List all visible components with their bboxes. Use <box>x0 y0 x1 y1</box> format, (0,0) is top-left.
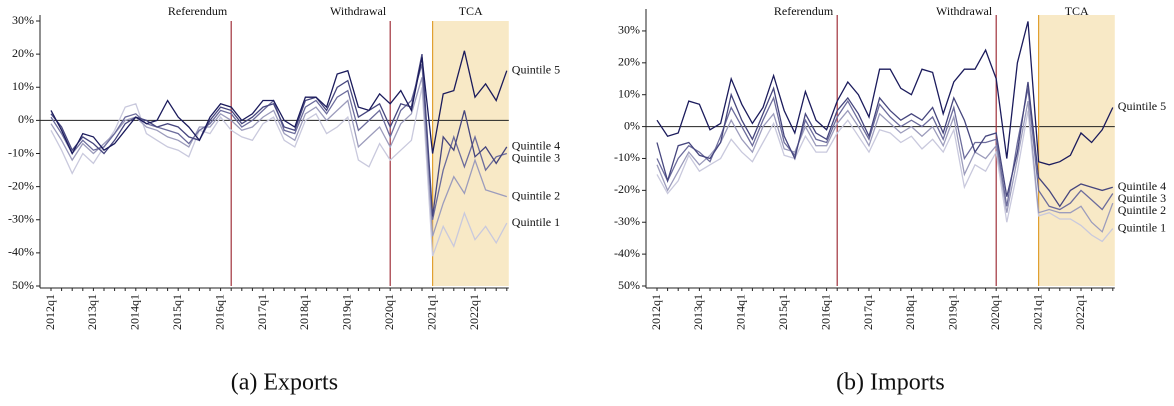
event-shade <box>1038 15 1115 286</box>
series-line <box>50 50 508 155</box>
legend-label: Quintile 1 <box>1118 220 1166 234</box>
series-line <box>50 77 507 237</box>
y-tick-label: 20% <box>618 55 640 69</box>
x-tick-label: 2020q1 <box>382 294 396 330</box>
x-tick-label: 2016q1 <box>212 294 226 330</box>
legend-label: Quintile 1 <box>512 215 560 229</box>
y-tick-label: 10% <box>12 79 34 93</box>
legend-label: Quintile 3 <box>512 151 560 165</box>
series-line <box>656 88 1114 211</box>
x-tick-label: 2012q1 <box>43 294 57 330</box>
x-tick-label: 2019q1 <box>946 294 960 330</box>
series-line <box>50 87 508 257</box>
legend-label: Quintile 5 <box>1118 99 1166 113</box>
x-tick-label: 2021q1 <box>424 294 438 330</box>
legend-label: Quintile 4 <box>1118 179 1166 193</box>
legend-label: Quintile 5 <box>512 62 560 76</box>
legend-label: Quintile 2 <box>512 188 560 202</box>
event-label: Withdrawal <box>936 4 993 18</box>
y-tick-label: 50% <box>12 278 34 292</box>
y-tick-label: 10% <box>618 86 640 100</box>
event-label: TCA <box>1065 4 1089 18</box>
x-tick-label: 2012q1 <box>649 294 663 330</box>
caption: (b) Imports <box>836 370 945 396</box>
y-tick-label: -30% <box>614 214 640 228</box>
legend-label: Quintile 2 <box>1118 203 1166 217</box>
series-line <box>656 100 1114 233</box>
x-tick-label: 2018q1 <box>297 294 311 330</box>
y-tick-label: -30% <box>8 212 34 226</box>
y-tick-label: -10% <box>614 150 640 164</box>
x-tick-label: 2015q1 <box>776 294 790 330</box>
x-tick-label: 2018q1 <box>903 294 917 330</box>
event-shade <box>432 21 509 286</box>
x-tick-label: 2022q1 <box>1073 294 1087 330</box>
series-line <box>50 53 508 217</box>
series-line <box>656 21 1114 166</box>
y-tick-label: 0% <box>624 118 640 132</box>
x-tick-label: 2014q1 <box>734 294 748 330</box>
legend-label: Quintile 4 <box>512 139 560 153</box>
x-tick-label: 2017q1 <box>861 294 875 330</box>
y-tick-label: 50% <box>618 278 640 292</box>
x-tick-label: 2013q1 <box>85 294 99 330</box>
x-tick-label: 2019q1 <box>340 294 354 330</box>
y-tick-label: 30% <box>12 13 34 27</box>
x-tick-label: 2021q1 <box>1030 294 1044 330</box>
y-tick-label: 30% <box>618 23 640 37</box>
y-tick-label: -40% <box>614 246 640 260</box>
event-label: Withdrawal <box>330 4 387 18</box>
event-label: Referendum <box>774 4 834 18</box>
y-tick-label: 20% <box>12 46 34 60</box>
y-tick-label: -10% <box>8 145 34 159</box>
y-tick-label: 0% <box>18 112 34 126</box>
event-label: Referendum <box>168 4 228 18</box>
y-tick-label: -20% <box>614 182 640 196</box>
x-tick-label: 2016q1 <box>818 294 832 330</box>
x-tick-label: 2015q1 <box>170 294 184 330</box>
y-tick-label: -20% <box>8 178 34 192</box>
x-tick-label: 2013q1 <box>691 294 705 330</box>
event-label: TCA <box>459 4 483 18</box>
x-tick-label: 2017q1 <box>255 294 269 330</box>
series-line <box>656 81 1113 208</box>
x-tick-label: 2014q1 <box>128 294 142 330</box>
y-tick-label: -40% <box>8 245 34 259</box>
x-tick-label: 2022q1 <box>467 294 481 330</box>
x-tick-label: 2020q1 <box>988 294 1002 330</box>
legend-label: Quintile 3 <box>1118 191 1166 205</box>
caption: (a) Exports <box>231 370 338 396</box>
